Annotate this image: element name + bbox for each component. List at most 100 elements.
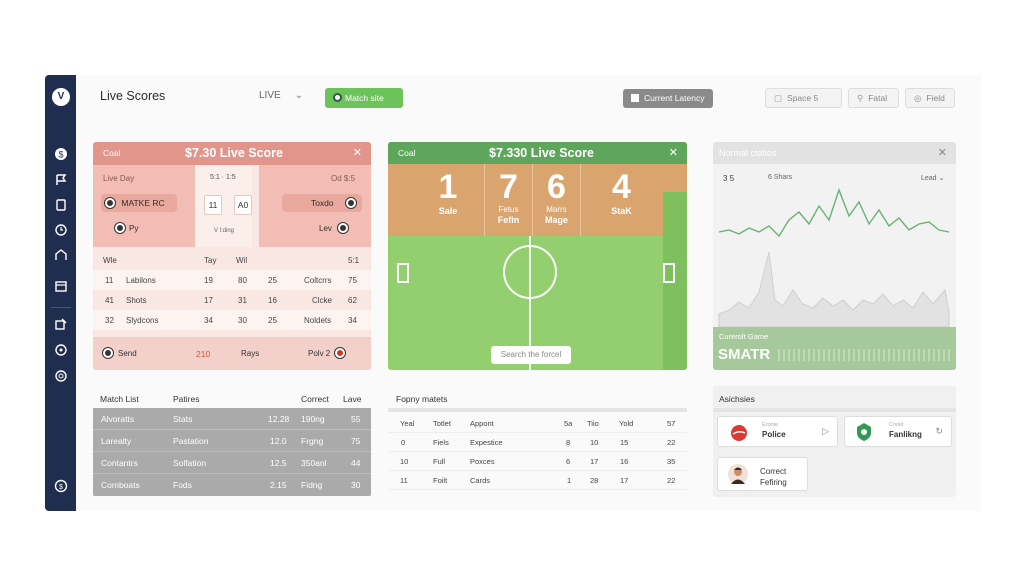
col-header: Correct (301, 394, 329, 404)
col-header: Totlet (433, 419, 451, 428)
cell: 0 (401, 438, 406, 447)
table-cell: 34 (348, 316, 357, 325)
home-icon[interactable] (54, 248, 68, 262)
live-select[interactable]: LIVE ⌄ (259, 90, 303, 101)
help-icon[interactable]: $ (54, 479, 68, 493)
away-sub-text: Lev (319, 224, 332, 233)
trend-footer-big: SMATR (718, 346, 771, 363)
cell: Stats (173, 414, 193, 424)
space-button[interactable]: ▢ Space 5 (765, 88, 842, 108)
play-icon[interactable]: ▷ (822, 426, 829, 436)
clock-icon[interactable] (54, 223, 68, 237)
table-row[interactable]: 11 Foilt Cards 1 28 17 22 (388, 471, 687, 490)
cell: Fiels (433, 438, 449, 447)
cell: 190ng (301, 414, 325, 424)
list-item[interactable]: Larealty Pastation 12.0 Frgng 75 (93, 430, 371, 452)
score-cell[interactable]: 6 Marrs Mage (532, 164, 580, 236)
current-latency-button[interactable]: Current Latency (623, 89, 713, 108)
close-icon[interactable]: ✕ (668, 147, 678, 159)
table-row[interactable]: 41 Shots 17 31 16 Clcke 62 (93, 290, 371, 310)
flag-icon[interactable] (54, 173, 68, 187)
footer-right-text: Polv 2 (308, 349, 331, 358)
chevron-down-icon: ⌄ (294, 90, 304, 101)
list-item[interactable]: Alvoratts Stats 12.28 190ng 55 (93, 408, 371, 430)
cell: 35 (667, 457, 676, 466)
table-cell: Slydcons (126, 316, 159, 325)
score-value: 4 (612, 168, 631, 206)
sidebar: V $ $ (45, 75, 76, 511)
table-row[interactable]: 32 Slydcons 34 30 25 Noldets 34 (93, 310, 371, 330)
cell: Fods (173, 480, 192, 490)
calendar-icon[interactable] (54, 279, 68, 293)
trend-dropdown[interactable]: Lead ⌄ (921, 175, 945, 182)
alert-small: Cnoid (889, 422, 904, 428)
home-team-pill[interactable]: MATKE RC (101, 194, 177, 212)
cell: 44 (351, 458, 361, 468)
score-label: Mage (544, 215, 568, 225)
refresh-icon[interactable]: ↻ (935, 426, 943, 436)
col-header: Wil (236, 256, 248, 265)
cell: 15 (620, 438, 629, 447)
mid-note: V l:ding (214, 228, 235, 234)
dollar-icon[interactable]: $ (54, 147, 68, 161)
cell: 11 (400, 476, 408, 485)
space-label: Space 5 (787, 93, 819, 103)
score-cell[interactable]: 4 StaK (580, 164, 662, 236)
document-icon[interactable] (54, 198, 68, 212)
table-row[interactable]: 11 Labilons 19 80 25 Coltcrrs 75 (93, 270, 371, 290)
cell: 22 (667, 476, 676, 485)
pitch-search[interactable]: Search the forcel (491, 346, 571, 364)
close-icon[interactable]: ✕ (937, 147, 947, 159)
away-team-pill[interactable]: Toxdo (282, 194, 362, 212)
page-title: Live Scores (100, 89, 166, 103)
green-badge-icon (857, 423, 871, 441)
globe-icon[interactable] (54, 369, 68, 383)
list-item[interactable]: Comboats Fods 2.15 Fidng 30 (93, 474, 371, 496)
close-icon[interactable]: ✕ (352, 147, 362, 159)
square-icon (631, 94, 639, 102)
cell: Poxces (470, 457, 495, 466)
col-header: 57 (667, 419, 676, 428)
score-footer: Send 210 Rays Polv 2 (93, 337, 371, 370)
list-item[interactable]: Contantrs Solfation 12.5 350anl 44 (93, 452, 371, 474)
score-cell[interactable]: 1 Sale (412, 164, 484, 236)
match-site-button[interactable]: Match site (325, 88, 403, 108)
fatal-button[interactable]: ⚲ Fatal (848, 88, 899, 108)
edit-icon[interactable] (54, 317, 68, 331)
logo-icon[interactable]: V (52, 88, 70, 106)
live-day-label: Live Day (103, 174, 135, 183)
signal-bars (778, 349, 950, 361)
cell: 75 (351, 436, 361, 446)
pitch-header: Coal $7.330 Live Score ✕ (388, 142, 687, 164)
table-row[interactable]: 10 Full Poxces 6 17 16 35 (388, 452, 687, 471)
settings-icon[interactable] (54, 343, 68, 357)
alerts-divider (713, 408, 956, 412)
right-score-label: Od $:5 (331, 174, 356, 183)
lock-icon: ▢ (774, 93, 783, 103)
cell: 17 (590, 457, 599, 466)
footer-right: Polv 2 (308, 348, 346, 358)
footer-left-text: Send (118, 349, 137, 358)
table-cell: Labilons (126, 276, 156, 285)
table-cell: 32 (105, 316, 114, 325)
col-header: 5:1 (348, 256, 360, 265)
table-row[interactable]: 0 Fiels Expestice 8 10 15 22 (388, 433, 687, 452)
alert-item-fanlikng[interactable]: Cnoid Fanlikng ↻ (844, 416, 952, 447)
cell: 28 (590, 476, 599, 485)
trend-footer: Curerolt Game SMATR (713, 327, 956, 370)
fopny-card: Fopny matets Yeal Totlet Appont 5a Tiio … (388, 386, 687, 497)
field-button[interactable]: ◎ Field (905, 88, 955, 108)
table-cell: 25 (268, 316, 277, 325)
table-cell: Clcke (312, 296, 333, 305)
col-header: 5a (564, 419, 573, 428)
score-cell[interactable]: 7 Fetus Fefin (484, 164, 532, 236)
svg-text:$: $ (58, 150, 63, 160)
score-sub: Fetus (498, 205, 519, 214)
alert-item-police[interactable]: Eronte Police ▷ (717, 416, 838, 447)
table-cell: Coltcrrs (304, 276, 332, 285)
alerts-card: Asichsies Eronte Police ▷ Cnoid Fanlikng… (713, 386, 956, 497)
alert-item-correct[interactable]: Correct Fefiring (717, 457, 808, 491)
alert-name: Correct Fefiring (760, 467, 787, 487)
stat-b: 6 Shars (768, 174, 793, 181)
cell: 30 (351, 480, 361, 490)
